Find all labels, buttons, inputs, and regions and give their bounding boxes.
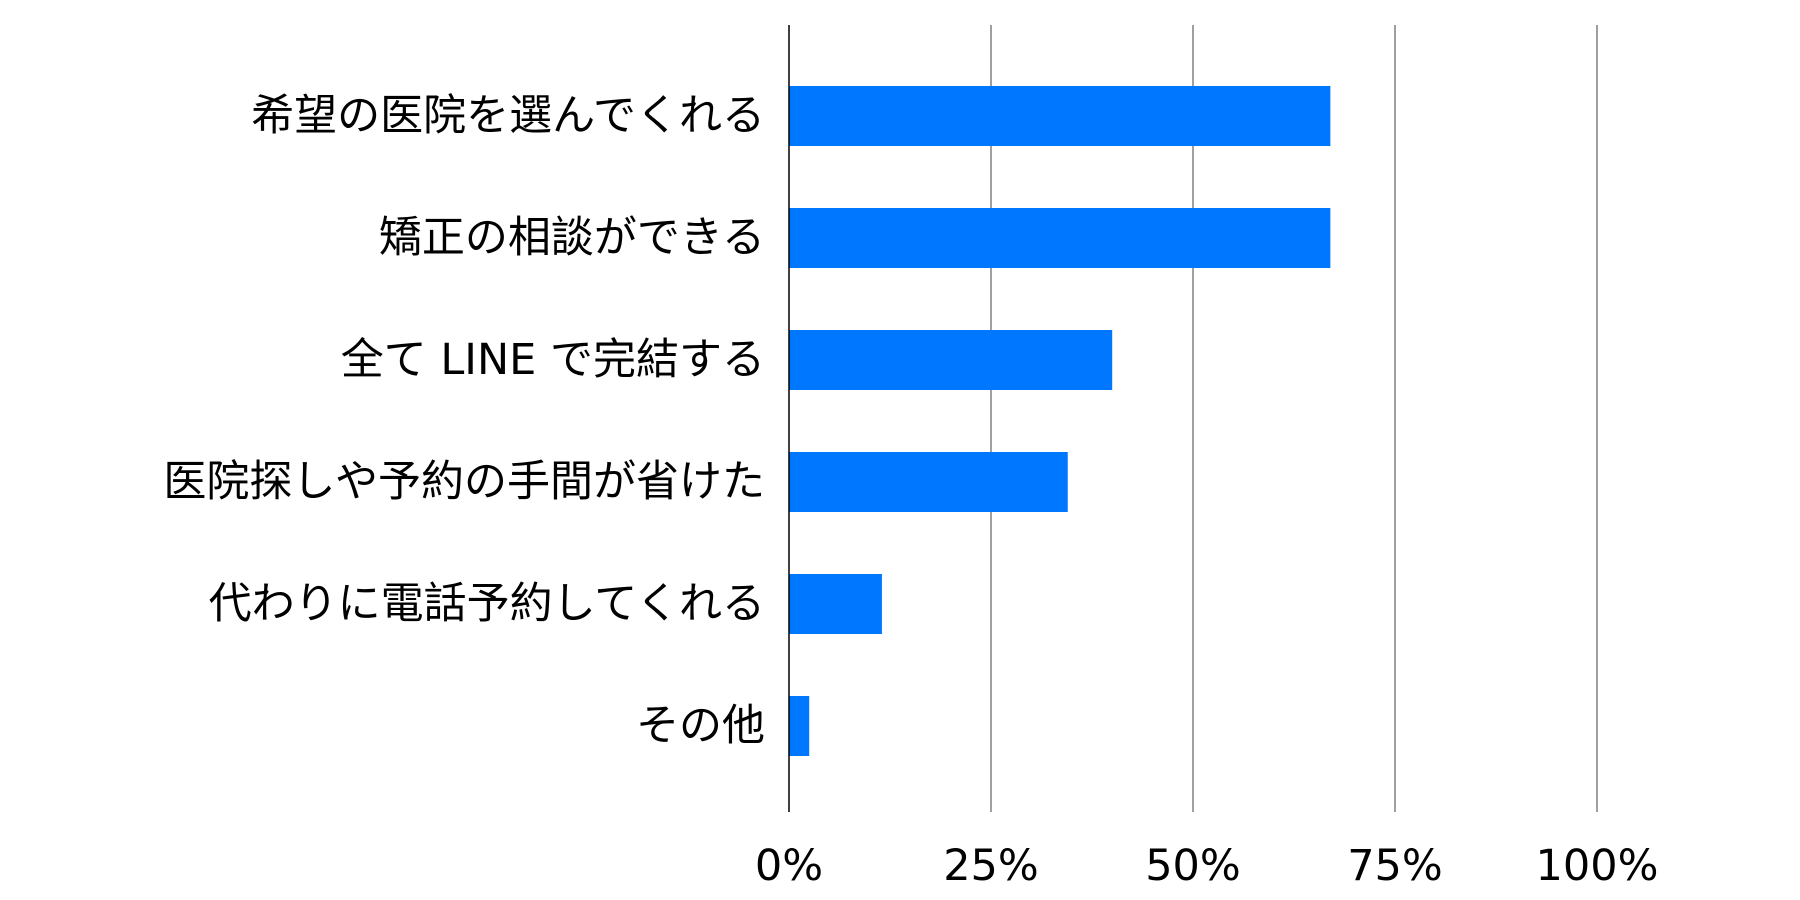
- category-label-1: 希望の医院を選んでくれる: [251, 91, 765, 141]
- x-tick-label-0pct: 0%: [755, 841, 823, 891]
- x-tick-label-50pct: 50%: [1145, 841, 1241, 891]
- category-label-2: 矯正の相談ができる: [379, 213, 765, 263]
- category-label-4: 医院探しや予約の手間が省けた: [163, 457, 765, 507]
- bar-2: [789, 208, 1331, 268]
- bar-1: [789, 86, 1331, 146]
- grid-lines: [990, 25, 1598, 812]
- x-tick-label-25pct: 25%: [943, 841, 1039, 891]
- bar-6: [789, 696, 810, 756]
- category-label-3: 全て LINE で完結する: [341, 335, 765, 385]
- x-tick-label-100pct: 100%: [1536, 841, 1659, 891]
- category-label-5: 代わりに電話予約してくれる: [209, 579, 765, 629]
- bar-4: [789, 452, 1068, 512]
- bars: [789, 86, 1331, 756]
- x-tick-labels: 0% 25% 50% 75% 100%: [755, 841, 1659, 891]
- x-tick-label-75pct: 75%: [1347, 841, 1443, 891]
- category-label-6: その他: [636, 701, 765, 751]
- bar-5: [789, 574, 882, 634]
- bar-3: [789, 330, 1113, 390]
